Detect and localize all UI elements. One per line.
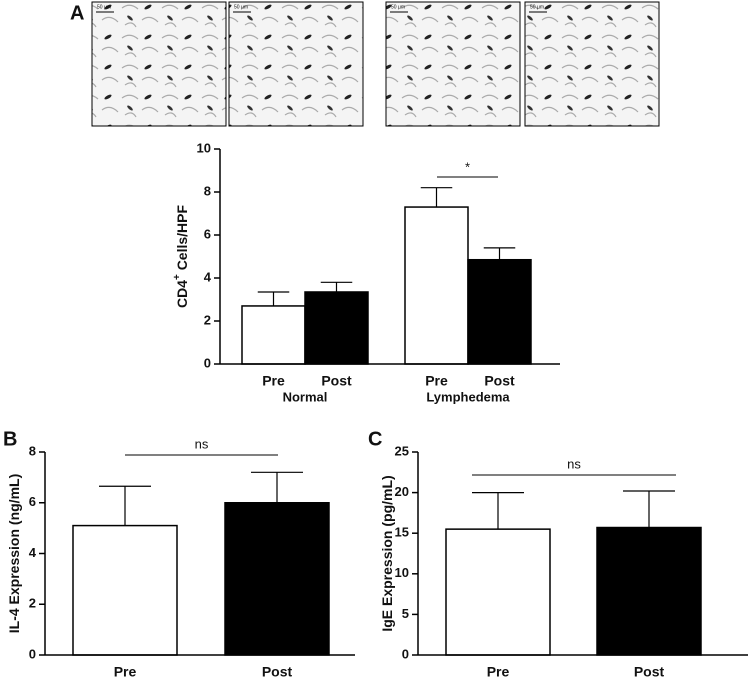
micrograph (385, 1, 521, 127)
significance-label: ns (195, 436, 209, 451)
group-label: Lymphedema (426, 389, 510, 404)
y-tick-label: 6 (29, 494, 36, 509)
scale-bar-label: 50 µm (391, 4, 405, 10)
y-tick-label: 8 (29, 443, 36, 458)
y-tick-label: 10 (395, 565, 409, 580)
y-tick-label: 25 (395, 443, 409, 458)
bar (304, 291, 369, 365)
y-tick-label: 2 (29, 596, 36, 611)
y-tick-label: 15 (395, 525, 409, 540)
y-axis-label: IgE Expression (pg/mL) (379, 475, 395, 631)
x-tick-label: Pre (425, 373, 448, 389)
x-tick-label: Pre (487, 664, 510, 680)
bar (404, 206, 469, 365)
y-tick-label: 10 (197, 140, 211, 155)
error-bar (257, 291, 290, 306)
micrograph (524, 1, 660, 127)
scale-bar-label: 50 µm (234, 4, 248, 10)
panel-label: C (368, 428, 382, 450)
y-label-part: IgE Expression (pg/mL) (379, 475, 395, 631)
error-bar (320, 281, 353, 292)
panel-label: B (3, 428, 17, 450)
bar (467, 258, 532, 365)
y-tick-label: 4 (29, 545, 37, 560)
y-tick-label: 5 (402, 606, 409, 621)
scale-bar-label: 50 µm (97, 4, 111, 10)
y-label-part: IL-4 Expression (ng/mL) (6, 474, 22, 633)
bar (445, 528, 551, 656)
y-axis-label: IL-4 Expression (ng/mL) (6, 474, 22, 633)
y-tick-label: 0 (402, 646, 409, 661)
y-label-part: + (172, 274, 183, 280)
y-label-part: Cells/HPF (174, 205, 190, 275)
bar (596, 526, 702, 656)
error-bar (623, 490, 675, 528)
x-tick-label: Post (634, 664, 665, 680)
scale-bar-label: 50 µm (530, 4, 544, 10)
error-bar (251, 471, 303, 503)
error-bar (99, 485, 151, 526)
bar (241, 305, 306, 365)
group-label: Normal (283, 389, 328, 404)
x-tick-label: Pre (262, 373, 285, 389)
bar (224, 502, 330, 656)
x-tick-label: Post (321, 373, 352, 389)
y-tick-label: 6 (204, 226, 211, 241)
x-tick-label: Pre (114, 664, 137, 680)
y-axis-label: CD4+ Cells/HPF (172, 205, 190, 309)
significance-label: ns (567, 456, 581, 471)
error-bar (420, 187, 453, 208)
y-tick-label: 20 (395, 484, 409, 499)
error-bar (472, 492, 524, 530)
y-label-part: CD4 (174, 280, 190, 308)
panel-label: A (70, 2, 84, 24)
micrograph (228, 1, 364, 127)
error-bar (483, 247, 516, 260)
bar (72, 524, 178, 656)
x-tick-label: Post (484, 373, 515, 389)
micrograph (91, 1, 227, 127)
x-tick-label: Post (262, 664, 293, 680)
y-tick-label: 2 (204, 312, 211, 327)
y-tick-label: 0 (204, 355, 211, 370)
y-tick-label: 4 (204, 269, 212, 284)
y-tick-label: 0 (29, 646, 36, 661)
y-tick-label: 8 (204, 183, 211, 198)
significance-label: * (465, 159, 470, 174)
